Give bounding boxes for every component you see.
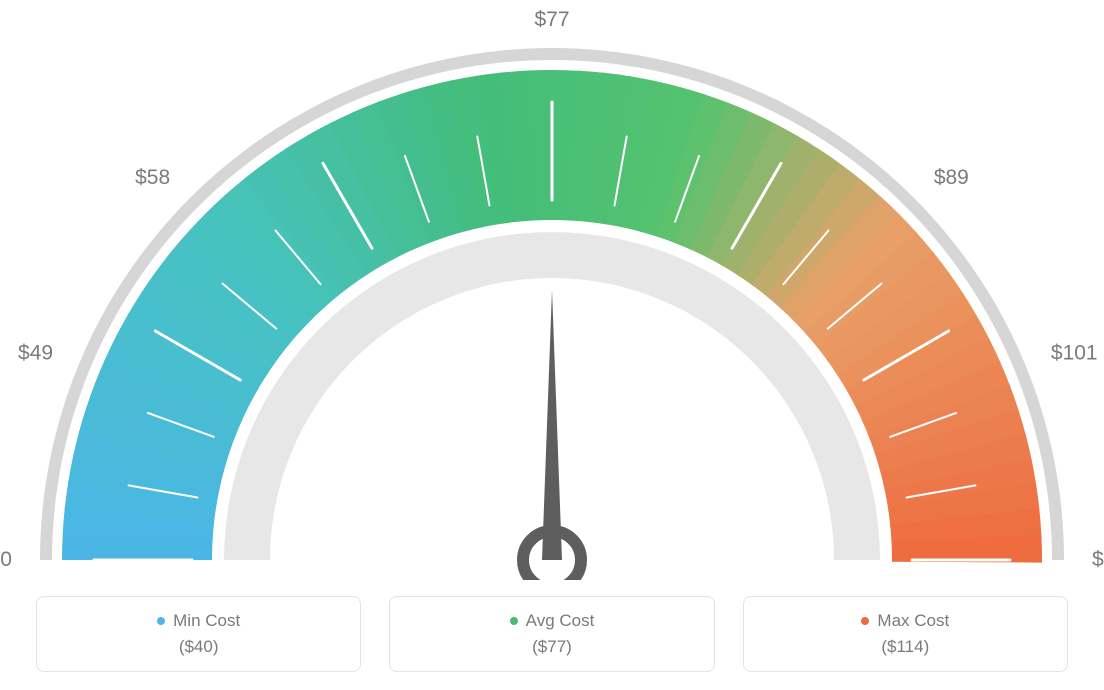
svg-text:$49: $49 [18,341,53,364]
legend-avg-label: Avg Cost [526,611,595,631]
legend-max-value: ($114) [881,637,929,657]
svg-text:$114: $114 [1092,548,1104,571]
legend-max: Max Cost ($114) [743,596,1068,672]
dot-avg [510,617,518,625]
cost-gauge-widget: $40 $49 $58 $77 $89 $101 $114 Min Cost ($40) A… [0,0,1104,690]
legend-avg-value: ($77) [532,637,572,657]
legend-max-label: Max Cost [877,611,949,631]
svg-text:$40: $40 [0,548,12,571]
dot-max [861,617,869,625]
legend-row: Min Cost ($40) Avg Cost ($77) Max Cost (… [36,596,1068,672]
svg-text:$77: $77 [534,8,569,31]
dot-min [157,617,165,625]
legend-min-value: ($40) [179,637,219,657]
legend-min-label: Min Cost [173,611,240,631]
gauge-chart: $40 $49 $58 $77 $89 $101 $114 [0,0,1104,580]
svg-text:$89: $89 [934,166,969,189]
svg-text:$58: $58 [135,166,170,189]
legend-min: Min Cost ($40) [36,596,361,672]
legend-avg: Avg Cost ($77) [389,596,714,672]
svg-text:$101: $101 [1051,341,1098,364]
